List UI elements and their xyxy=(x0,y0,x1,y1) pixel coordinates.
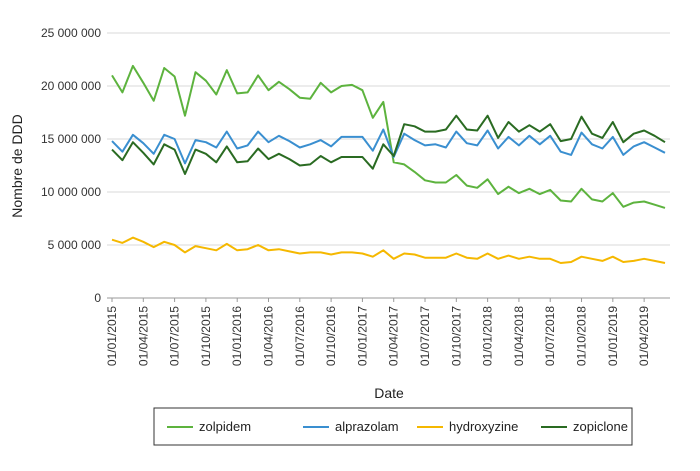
x-tick-label: 01/10/2015 xyxy=(199,306,213,366)
y-axis-ticks: 0 5 000 000 10 000 000 15 000 000 20 000 000… xyxy=(41,26,101,305)
y-tick-label: 5 000 000 xyxy=(48,238,102,252)
legend-label-hydroxyzine: hydroxyzine xyxy=(449,419,518,434)
legend: zolpidem alprazolam hydroxyzine zopiclone xyxy=(153,407,633,446)
legend-label-zolpidem: zolpidem xyxy=(199,419,251,434)
y-tick-label: 15 000 000 xyxy=(41,132,101,146)
x-tick-label: 01/04/2015 xyxy=(136,306,150,366)
x-tick-label: 01/04/2019 xyxy=(637,306,651,366)
x-tick-label: 01/01/2018 xyxy=(481,306,495,366)
series-line-zolpidem xyxy=(111,64,666,209)
y-axis-title: Nombre de DDD xyxy=(9,114,25,217)
series-line-hydroxyzine xyxy=(111,236,666,264)
x-tick-label: 01/10/2018 xyxy=(575,306,589,366)
x-tick-label: 01/01/2017 xyxy=(355,306,369,366)
series-line-alprazolam xyxy=(111,128,666,165)
x-tick-label: 01/10/2017 xyxy=(449,306,463,366)
legend-box xyxy=(153,407,633,446)
y-tick-label: 20 000 000 xyxy=(41,79,101,93)
x-tick-label: 01/10/2016 xyxy=(324,306,338,366)
x-tick-label: 01/04/2016 xyxy=(262,306,276,366)
x-tick-label: 01/07/2015 xyxy=(168,306,182,366)
x-tick-label: 01/01/2016 xyxy=(230,306,244,366)
x-tick-label: 01/04/2018 xyxy=(512,306,526,366)
x-tick-label: 01/07/2016 xyxy=(293,306,307,366)
legend-label-zopiclone: zopiclone xyxy=(573,419,628,434)
x-tick-label: 01/07/2018 xyxy=(543,306,557,366)
y-tick-label: 10 000 000 xyxy=(41,185,101,199)
series-lines xyxy=(111,64,666,264)
gridlines xyxy=(107,32,670,246)
x-tick-label: 01/04/2017 xyxy=(387,306,401,366)
y-tick-label: 0 xyxy=(94,291,101,305)
x-tick-label: 01/07/2017 xyxy=(418,306,432,366)
y-tick-label: 25 000 000 xyxy=(41,26,101,40)
x-axis-ticks: 01/01/2015 01/04/2015 01/07/2015 01/10/2015… xyxy=(105,298,651,366)
x-axis-title: Date xyxy=(374,385,404,401)
legend-label-alprazolam: alprazolam xyxy=(335,419,399,434)
x-tick-label: 01/01/2019 xyxy=(606,306,620,366)
x-tick-label: 01/01/2015 xyxy=(105,306,119,366)
series-line-zopiclone xyxy=(111,114,666,175)
